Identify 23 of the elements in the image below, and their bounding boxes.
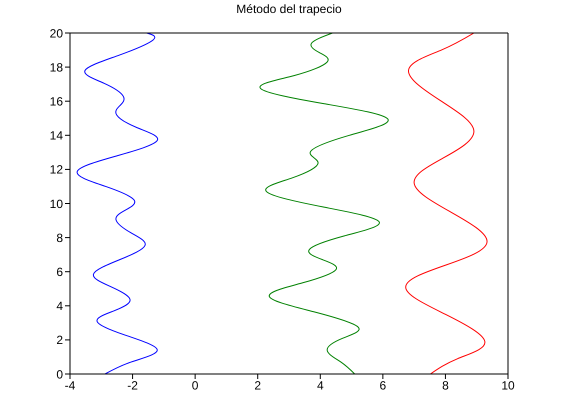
y-tick-label: 20 bbox=[50, 26, 64, 40]
x-tick-label: 8 bbox=[442, 378, 450, 393]
y-tick-label: 2 bbox=[56, 333, 64, 348]
y-tick-label: 8 bbox=[56, 230, 64, 245]
line-series bbox=[405, 33, 488, 374]
line-series bbox=[76, 33, 158, 374]
y-tick-label: 6 bbox=[56, 264, 64, 279]
x-tick-label: 6 bbox=[380, 378, 387, 393]
x-tick-label: 4 bbox=[316, 378, 324, 393]
x-tick-label: 2 bbox=[254, 378, 262, 393]
x-tick-label: -4 bbox=[64, 378, 76, 393]
line-series bbox=[260, 33, 388, 374]
y-tick-label: 0 bbox=[56, 367, 64, 382]
y-tick-label: 18 bbox=[50, 60, 64, 74]
y-tick-label: 12 bbox=[50, 162, 64, 177]
y-tick-label: 10 bbox=[50, 196, 64, 211]
y-tick-label: 4 bbox=[56, 299, 64, 314]
x-tick-label: -2 bbox=[127, 378, 138, 393]
y-tick-label: 14 bbox=[50, 128, 64, 143]
x-tick-label: 0 bbox=[192, 378, 199, 393]
chart-title: Método del trapecio bbox=[235, 2, 343, 16]
y-tick-label: 16 bbox=[50, 94, 64, 108]
x-tick-label: 10 bbox=[501, 378, 515, 393]
